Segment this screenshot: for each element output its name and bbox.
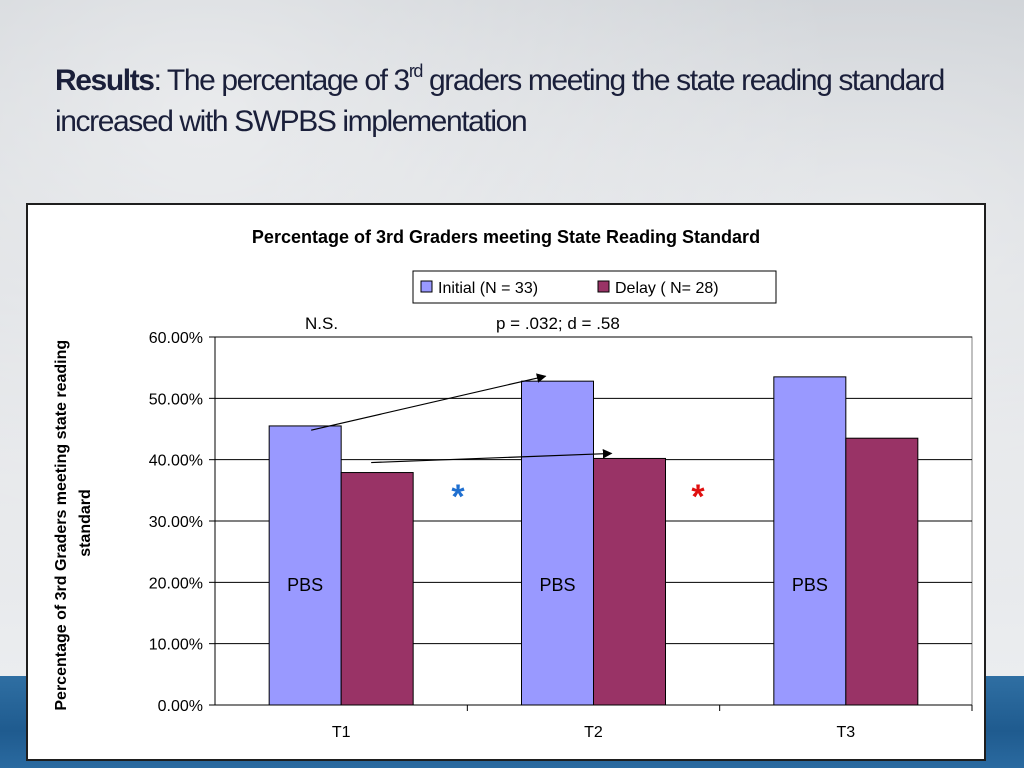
legend-label-initial: Initial (N = 33): [438, 280, 538, 297]
plot-area: 0.00% 10.00% 20.00% 30.00% 40.00% 50.00% 60.00…: [149, 330, 973, 741]
significance-asterisk-blue: *: [451, 478, 465, 516]
y-tick-label: 60.00%: [149, 330, 203, 347]
chart-title: Percentage of 3rd Graders meeting State …: [252, 227, 760, 247]
significance-asterisk-red: *: [691, 478, 705, 516]
legend-box: [412, 270, 777, 304]
y-tick-label: 0.00%: [158, 698, 203, 715]
legend-swatch-initial: [420, 280, 433, 293]
title-rest: graders meeting the state reading standa…: [55, 64, 945, 138]
y-axis-label-line-1: Percentage of 3rd Graders meeting state …: [53, 340, 70, 711]
pbs-label: PBS: [539, 575, 575, 595]
pbs-label: PBS: [287, 575, 323, 595]
annotation-stats: p = .032; d = .58: [496, 314, 620, 333]
title-superscript: rd: [408, 61, 424, 81]
bar-delay-t2: [593, 457, 666, 706]
x-tick-label: T2: [584, 724, 603, 741]
y-tick-label: 30.00%: [149, 514, 203, 531]
y-tick-label: 40.00%: [149, 453, 203, 470]
arrow-delay-trend: [371, 448, 613, 464]
legend: Initial (N = 33) Delay ( N= 28): [412, 270, 777, 304]
bar-initial-t3: [773, 376, 847, 706]
y-tick-label: 50.00%: [149, 391, 203, 408]
x-tick-label: T1: [332, 724, 351, 741]
x-tick-label: T3: [836, 724, 855, 741]
arrow-initial-trend: [311, 373, 547, 431]
legend-swatch-delay: [597, 280, 610, 293]
y-axis-label-line-2: standard: [77, 489, 94, 557]
annotation-ns: N.S.: [305, 314, 338, 333]
pbs-label: PBS: [792, 575, 828, 595]
bar-initial-t1: [268, 425, 342, 706]
bar-chart: Percentage of 3rd Graders meeting State …: [53, 227, 973, 741]
bar-delay-t1: [340, 472, 414, 706]
bar-initial-t2: [521, 380, 594, 706]
y-axis-label: Percentage of 3rd Graders meeting state …: [53, 335, 94, 710]
title-pre: : The percentage of 3: [153, 64, 411, 97]
title-bold: Results: [55, 64, 155, 97]
y-tick-label: 20.00%: [149, 575, 203, 592]
y-tick-label: 10.00%: [149, 637, 203, 654]
legend-label-delay: Delay ( N= 28): [615, 280, 719, 297]
chart-frame: Percentage of 3rd Graders meeting State …: [26, 203, 986, 761]
bar-delay-t3: [845, 437, 919, 706]
slide-title: Results: The percentage of 3rd graders m…: [55, 60, 1015, 142]
